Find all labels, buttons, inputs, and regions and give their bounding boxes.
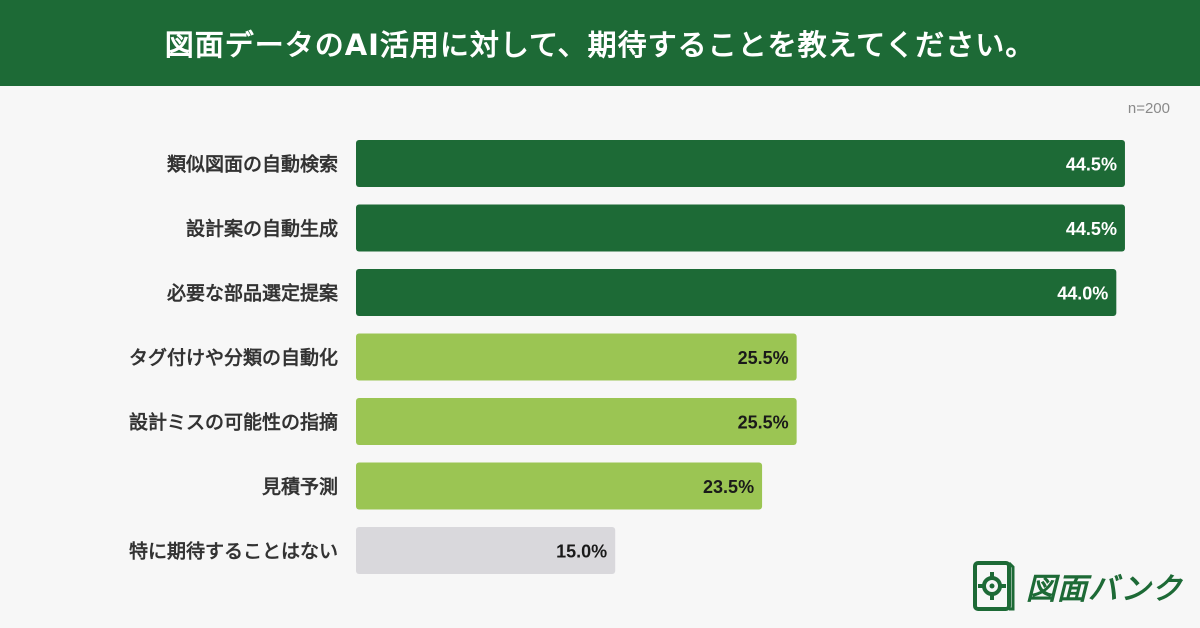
blueprint-gear-icon: [973, 561, 1015, 611]
bar: [356, 140, 1125, 187]
category-label: 設計案の自動生成: [186, 217, 338, 240]
bar: [356, 527, 616, 574]
category-label: 見積予測: [262, 475, 338, 498]
sample-size: n=200: [1127, 100, 1170, 117]
value-label: 25.5%: [738, 413, 789, 433]
bar: [356, 269, 1117, 316]
value-label: 44.5%: [1066, 155, 1117, 175]
value-label: 15.0%: [556, 542, 607, 562]
bar: [356, 398, 797, 445]
header-banner: 図面データのAI活用に対して、期待することを教えてください。: [0, 0, 1200, 86]
category-label: 特に期待することはない: [129, 540, 338, 563]
brand-name: 図面バンク: [1026, 572, 1183, 607]
bar: [356, 462, 763, 510]
category-label: タグ付けや分類の自動化: [129, 346, 338, 369]
value-label: 25.5%: [738, 348, 789, 368]
bar: [356, 333, 797, 381]
bar: [356, 204, 1125, 252]
value-label: 44.0%: [1057, 284, 1108, 304]
category-label: 設計ミスの可能性の指摘: [129, 411, 338, 434]
category-label: 必要な部品選定提案: [166, 282, 339, 305]
brand-logo: 図面バンク: [972, 556, 1184, 616]
chart-title: 図面データのAI活用に対して、期待することを教えてください。: [164, 28, 1036, 62]
value-label: 44.5%: [1066, 219, 1117, 239]
value-label: 23.5%: [703, 477, 754, 497]
category-label: 類似図面の自動検索: [166, 153, 338, 176]
